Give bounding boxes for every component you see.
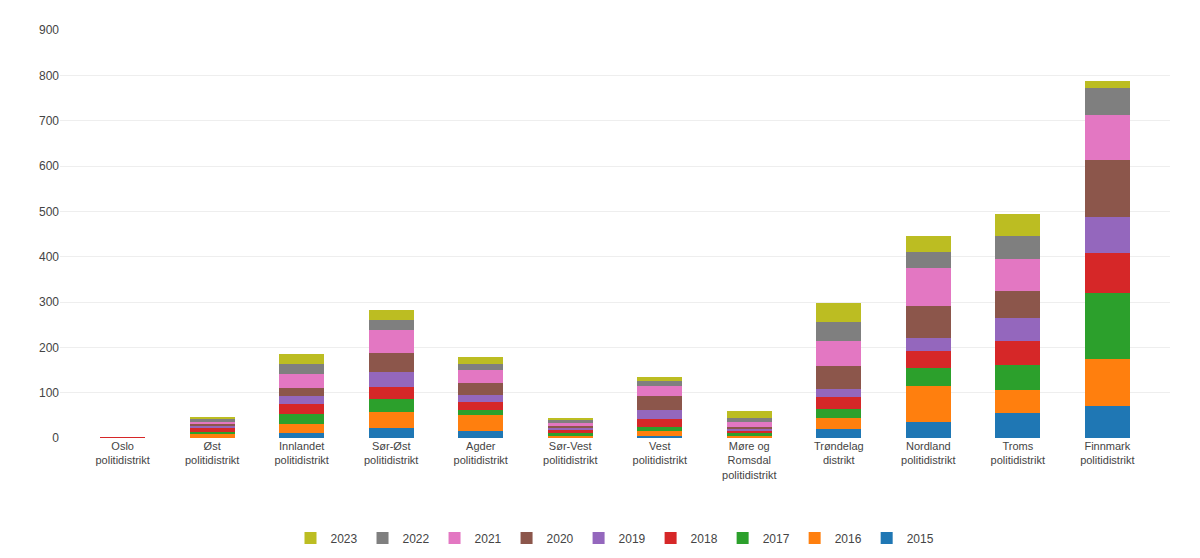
- svg-text:Østpolitidistrikt: Østpolitidistrikt: [185, 440, 239, 466]
- svg-text:700: 700: [39, 114, 59, 128]
- svg-text:300: 300: [39, 295, 59, 309]
- svg-text:2022: 2022: [403, 532, 430, 546]
- svg-text:500: 500: [39, 205, 59, 219]
- svg-text:Agderpolitidistrikt: Agderpolitidistrikt: [454, 440, 508, 466]
- svg-text:Møre ogRomsdalpolitidistrikt: Møre ogRomsdalpolitidistrikt: [722, 440, 776, 481]
- svg-text:Tromspolitidistrikt: Tromspolitidistrikt: [991, 440, 1045, 466]
- svg-text:900: 900: [39, 23, 59, 37]
- svg-text:Innlandetpolitidistrikt: Innlandetpolitidistrikt: [274, 440, 328, 466]
- svg-text:2023: 2023: [331, 532, 358, 546]
- svg-text:800: 800: [39, 69, 59, 83]
- svg-text:2016: 2016: [835, 532, 862, 546]
- svg-text:600: 600: [39, 159, 59, 173]
- svg-text:2021: 2021: [475, 532, 502, 546]
- svg-text:200: 200: [39, 341, 59, 355]
- svg-text:100: 100: [39, 386, 59, 400]
- svg-text:Sør-Vestpolitidistrikt: Sør-Vestpolitidistrikt: [543, 440, 597, 466]
- svg-text:Vestpolitidistrikt: Vestpolitidistrikt: [633, 440, 687, 466]
- svg-text:Nordlandpolitidistrikt: Nordlandpolitidistrikt: [901, 440, 955, 466]
- svg-text:2020: 2020: [547, 532, 574, 546]
- svg-text:2018: 2018: [691, 532, 718, 546]
- svg-text:Finnmarkpolitidistrikt: Finnmarkpolitidistrikt: [1080, 440, 1134, 466]
- svg-text:2017: 2017: [763, 532, 790, 546]
- svg-text:Trøndelagdistrikt: Trøndelagdistrikt: [814, 440, 864, 466]
- svg-text:0: 0: [52, 431, 59, 445]
- svg-text:Sør-Østpolitidistrikt: Sør-Østpolitidistrikt: [364, 440, 418, 466]
- svg-text:400: 400: [39, 250, 59, 264]
- svg-text:2015: 2015: [907, 532, 934, 546]
- svg-text:Oslopolitidistrikt: Oslopolitidistrikt: [95, 440, 149, 466]
- svg-text:2019: 2019: [619, 532, 646, 546]
